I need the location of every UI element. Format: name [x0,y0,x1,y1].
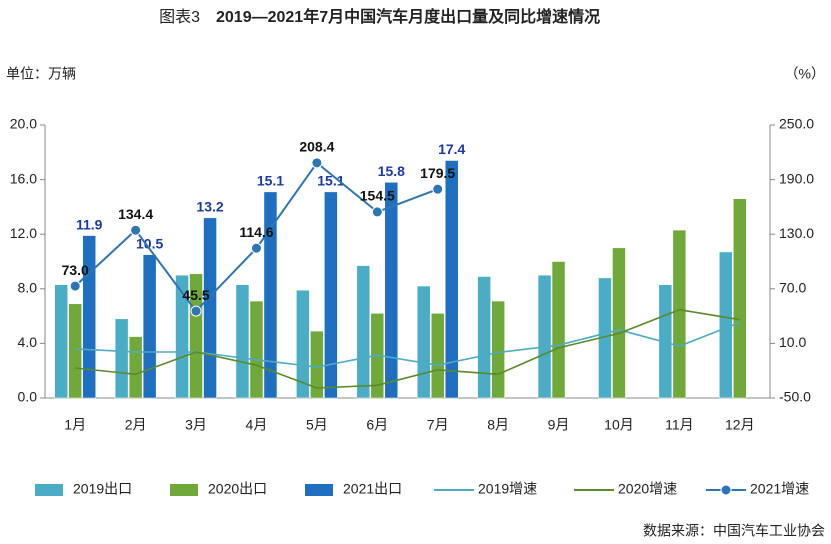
y-tick-label: 4.0 [18,334,38,350]
bar [114,318,129,399]
line-value-label: 114.6 [239,224,273,240]
bar [537,274,552,399]
bar-value-label: 15.8 [378,163,405,179]
y2-tick-label: 10.0 [779,334,806,350]
x-tick-label: 11月 [665,417,694,433]
line-value-label: 134.4 [118,206,153,222]
chart-title: 2019—2021年7月中国汽车月度出口量及同比增速情况 [216,7,600,26]
legend-label: 2019出口 [73,481,132,497]
y2-tick-label: 130.0 [779,225,814,241]
line-value-label: 73.0 [62,262,89,278]
line-value-label: 179.5 [420,165,455,181]
line-value-label: 154.5 [360,188,395,204]
bar [416,285,431,399]
x-tick-label: 3月 [185,417,207,433]
line-value-label: 208.4 [299,139,334,155]
y2-tick-label: -50.0 [779,389,811,405]
legend-swatch [35,484,63,496]
bar-value-label: 17.4 [438,141,465,157]
legend-label: 2020出口 [208,481,267,497]
y-axis-label: 单位：万辆 [6,66,76,82]
bar [310,330,324,399]
legend-swatch [170,484,198,496]
bar [263,191,278,399]
chart-title-prefix: 图表3 [159,8,200,26]
bar [356,265,371,399]
line-marker [69,280,81,292]
bar [189,273,203,399]
x-tick-label: 12月 [725,417,755,433]
line [75,321,741,368]
legend-marker [720,484,732,496]
bar [430,313,445,399]
bar [128,336,143,399]
bar-value-label: 13.2 [196,199,223,215]
y2-tick-label: 70.0 [779,280,806,296]
x-tick-label: 9月 [548,417,570,433]
y2-tick-label: 250.0 [779,116,814,132]
bar [719,251,733,399]
bar [477,276,491,399]
legend-label: 2019增速 [478,481,537,497]
x-tick-label: 8月 [487,417,509,433]
x-tick-label: 7月 [427,417,449,433]
bar-value-label: 11.9 [76,216,103,232]
x-tick-label: 5月 [306,417,328,433]
y-tick-label: 0.0 [18,389,38,405]
legend-swatch [305,484,333,496]
line-marker [190,305,202,317]
source-note: 数据来源：中国汽车工业协会 [643,523,825,539]
y-tick-label: 20.0 [10,116,37,132]
bar [296,289,310,399]
bar [612,247,626,399]
bar [175,274,189,399]
bar [733,198,747,399]
bar-value-label: 15.1 [317,173,344,189]
bar [82,235,96,399]
y2-tick-label: 190.0 [779,170,814,186]
bar [444,160,459,399]
bar [384,182,399,399]
y2-axis-label: （%） [785,66,825,82]
bar [491,300,505,399]
bar [249,300,264,399]
line-marker [250,242,262,254]
bar [142,254,157,399]
bar [672,229,687,399]
line-marker [311,157,323,169]
line-marker [432,183,444,195]
bar [68,303,82,399]
y-tick-label: 12.0 [10,225,37,241]
x-tick-label: 2月 [125,417,147,433]
y-tick-label: 8.0 [18,280,38,296]
bar [235,284,250,399]
y-tick-label: 16.0 [10,170,37,186]
bar [551,261,566,399]
line [75,308,740,389]
x-tick-label: 6月 [366,417,388,433]
x-tick-label: 1月 [64,417,86,433]
x-tick-label: 10月 [604,417,634,433]
legend-label: 2021增速 [750,481,809,497]
bar [203,217,217,399]
bar [324,191,338,399]
bar-value-label: 15.1 [257,173,284,189]
x-tick-label: 4月 [246,417,268,433]
line-marker [130,224,142,236]
line-value-label: 45.5 [182,287,209,303]
line-marker [371,206,383,218]
legend-label: 2021出口 [343,481,402,497]
legend-label: 2020增速 [618,481,677,497]
bar [54,284,68,399]
